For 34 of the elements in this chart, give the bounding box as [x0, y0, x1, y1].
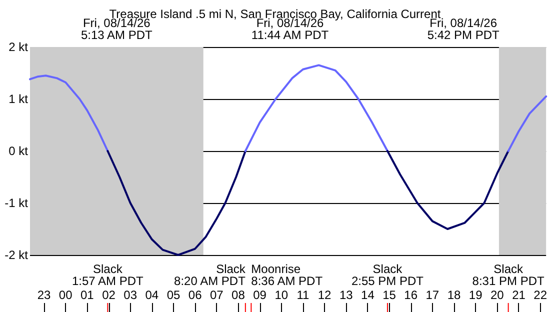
- x-tick-label: 05: [166, 288, 180, 302]
- x-tick-label: 14: [361, 288, 375, 302]
- x-tick-label: 20: [490, 288, 504, 302]
- x-tick-label: 11: [296, 288, 310, 302]
- y-tick-label: 0 kt: [8, 144, 29, 158]
- x-tick-label: 04: [145, 288, 159, 302]
- ref-line-label: Slack 8:20 AM PDT: [174, 262, 246, 288]
- x-tick-label: 01: [80, 288, 94, 302]
- y-tick-label: 2 kt: [8, 40, 29, 54]
- y-tick-label: -1 kt: [4, 196, 29, 210]
- x-tick-label: 06: [188, 288, 202, 302]
- x-tick-label: 13: [339, 288, 354, 302]
- y-tick-label: 1 kt: [8, 92, 29, 106]
- x-tick-label: 17: [426, 288, 440, 302]
- x-tick-label: 22: [534, 288, 548, 302]
- x-tick-label: 12: [318, 288, 332, 302]
- ref-line-label: Slack 8:31 PM PDT: [472, 262, 545, 288]
- ref-line-label: Moonrise 8:36 AM PDT: [251, 262, 324, 288]
- x-tick-label: 03: [124, 288, 138, 302]
- ref-line-label: Slack 1:57 AM PDT: [72, 262, 144, 288]
- x-tick-label: 10: [274, 288, 288, 302]
- x-tick-label: 00: [58, 288, 73, 302]
- y-tick-label: -2 kt: [4, 248, 29, 262]
- ref-line-label: Slack 2:55 PM PDT: [351, 262, 424, 288]
- x-tick-label: 02: [102, 288, 116, 302]
- x-tick-label: 08: [232, 288, 246, 302]
- x-tick-label: 09: [253, 288, 267, 302]
- x-tick-label: 07: [210, 288, 224, 302]
- x-tick-label: 23: [37, 288, 52, 302]
- x-tick-label: 19: [468, 288, 483, 302]
- x-tick-label: 16: [404, 288, 418, 302]
- x-tick-label: 18: [447, 288, 462, 302]
- x-tick-label: 21: [512, 288, 526, 302]
- x-tick-label: 15: [382, 288, 396, 302]
